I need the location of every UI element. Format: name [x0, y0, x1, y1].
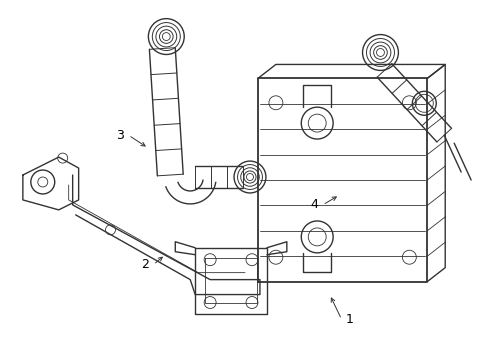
Text: 1: 1	[345, 313, 353, 326]
Text: 3: 3	[117, 129, 124, 142]
Text: 4: 4	[311, 198, 319, 211]
Text: 2: 2	[142, 258, 149, 271]
